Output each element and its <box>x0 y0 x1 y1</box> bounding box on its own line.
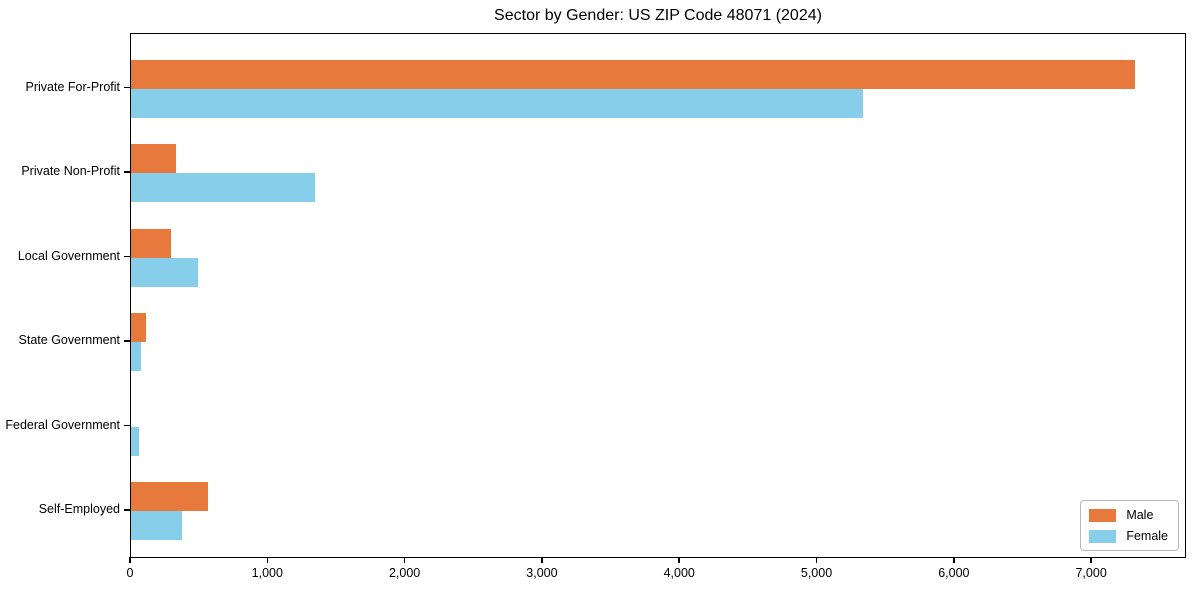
bar-male-private-non-profit <box>131 144 177 173</box>
bar-female-state-government <box>131 342 142 371</box>
y-tick-mark <box>124 424 130 427</box>
y-tick-label-federal-government: Federal Government <box>5 417 120 432</box>
bar-male-local-government <box>131 228 171 258</box>
y-tick-label-self-employed: Self-Employed <box>38 502 120 516</box>
y-tick-mark <box>124 171 130 173</box>
x-tick-mark <box>678 557 680 563</box>
legend-swatch-female <box>1089 529 1117 543</box>
x-tick-label-4-000: 4,000 <box>663 566 695 580</box>
bar-female-self-employed <box>131 511 182 540</box>
x-tick-label-1-000: 1,000 <box>251 566 283 580</box>
x-tick-label-0: 0 <box>126 566 134 580</box>
legend: Male Female <box>1080 500 1179 551</box>
legend-label-female: Female <box>1126 529 1168 543</box>
x-tick-mark <box>953 557 955 563</box>
bar-female-local-government <box>131 257 199 287</box>
bar-male-self-employed <box>131 482 208 511</box>
x-tick-label-2-000: 2,000 <box>388 566 421 580</box>
x-tick-mark <box>266 557 269 563</box>
x-tick-label-6-000: 6,000 <box>938 566 970 580</box>
x-tick-label-7-000: 7,000 <box>1075 566 1107 580</box>
legend-entry-male: Male <box>1089 508 1168 522</box>
bar-male-state-government <box>131 313 147 342</box>
x-tick-mark <box>129 557 131 563</box>
legend-entry-female: Female <box>1089 529 1168 543</box>
y-tick-label-local-government: Local Government <box>17 248 120 263</box>
y-tick-label-private-for-profit: Private For-Profit <box>25 79 120 94</box>
y-tick-mark <box>124 86 130 89</box>
x-tick-label-3-000: 3,000 <box>526 566 558 580</box>
y-tick-mark <box>124 340 130 342</box>
x-tick-label-5-000: 5,000 <box>800 566 833 580</box>
x-tick-mark <box>1090 557 1092 563</box>
bar-male-private-for-profit <box>131 59 1135 89</box>
chart-title: Sector by Gender: US ZIP Code 48071 (202… <box>494 7 822 24</box>
x-tick-mark <box>815 557 818 563</box>
y-tick-label-state-government: State Government <box>18 333 120 347</box>
x-tick-mark <box>541 557 543 563</box>
plot-area: Male Female <box>130 33 1186 558</box>
y-tick-mark <box>124 255 130 258</box>
legend-swatch-male <box>1089 508 1117 522</box>
bar-female-federal-government <box>131 426 140 456</box>
legend-label-male: Male <box>1126 508 1154 522</box>
x-tick-mark <box>403 557 406 563</box>
bar-female-private-non-profit <box>131 173 315 202</box>
y-tick-mark <box>124 509 130 511</box>
bar-female-private-for-profit <box>131 88 863 118</box>
y-tick-label-private-non-profit: Private Non-Profit <box>21 164 120 178</box>
